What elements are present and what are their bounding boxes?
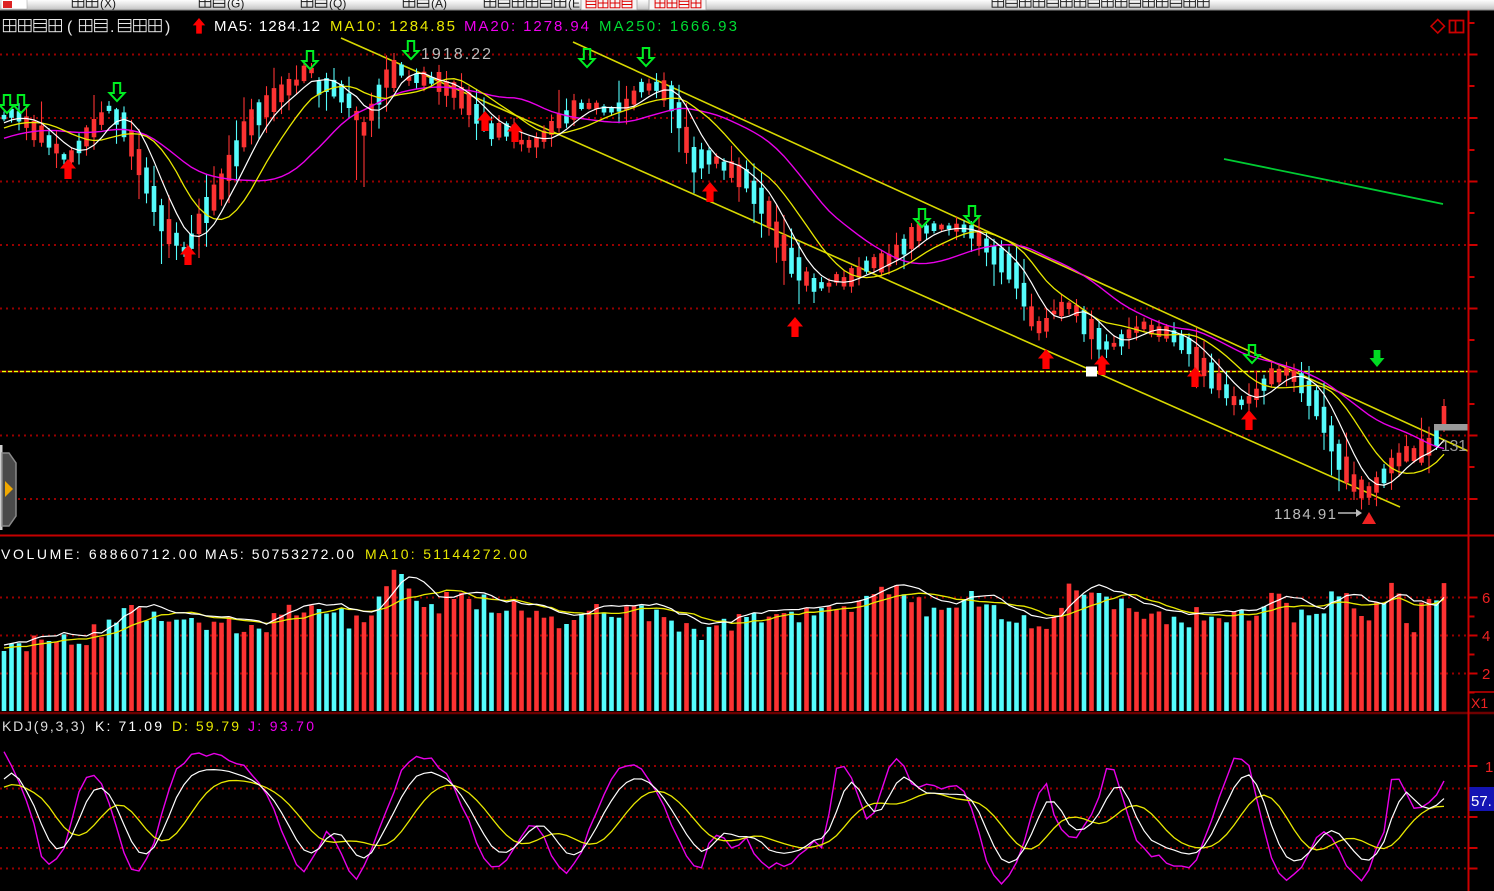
svg-text:J: 93.70: J: 93.70 (248, 718, 314, 734)
svg-text:(X): (X) (100, 0, 116, 11)
svg-text:6: 6 (1482, 590, 1490, 607)
svg-text:(E): (E) (568, 0, 584, 11)
svg-text:K: 71.09: K: 71.09 (95, 718, 162, 734)
svg-text:MA20: 1278.94: MA20: 1278.94 (464, 18, 589, 35)
svg-text:X1: X1 (1471, 695, 1488, 711)
svg-text:(A): (A) (431, 0, 447, 11)
svg-text:(G): (G) (227, 0, 244, 11)
svg-text:131: 131 (1441, 438, 1467, 455)
svg-text:): ) (165, 19, 170, 36)
svg-text:1184.91: 1184.91 (1274, 506, 1336, 523)
svg-text:MA10: 1284.85: MA10: 1284.85 (330, 18, 455, 35)
svg-text:VOLUME: 68860712.00: VOLUME: 68860712.00 (1, 546, 197, 562)
svg-text:1: 1 (1485, 759, 1493, 776)
svg-text:KDJ(9,3,3): KDJ(9,3,3) (2, 718, 85, 734)
svg-text:MA5: 1284.12: MA5: 1284.12 (214, 18, 320, 35)
svg-text:.: . (110, 19, 114, 36)
svg-text:2: 2 (1482, 666, 1490, 683)
svg-text:MA10: 51144272.00: MA10: 51144272.00 (365, 546, 527, 562)
svg-text:(Q): (Q) (329, 0, 346, 11)
svg-text:(: ( (67, 19, 73, 36)
svg-text:57.: 57. (1471, 793, 1492, 810)
svg-text:4: 4 (1482, 628, 1490, 645)
svg-text:1918.22: 1918.22 (421, 46, 491, 63)
svg-text:D: 59.79: D: 59.79 (172, 718, 239, 734)
